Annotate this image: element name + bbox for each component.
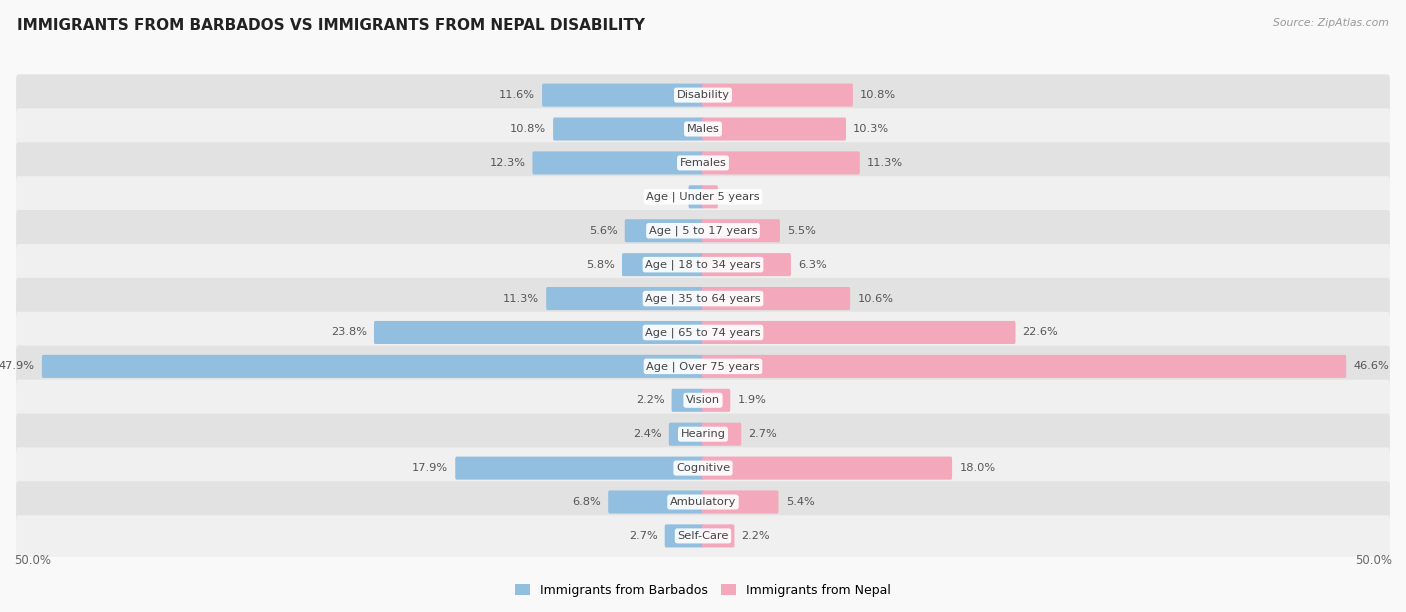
- Text: 46.6%: 46.6%: [1354, 361, 1389, 371]
- FancyBboxPatch shape: [702, 185, 718, 208]
- FancyBboxPatch shape: [15, 312, 1391, 353]
- FancyBboxPatch shape: [15, 481, 1391, 523]
- Text: 12.3%: 12.3%: [489, 158, 526, 168]
- Text: IMMIGRANTS FROM BARBADOS VS IMMIGRANTS FROM NEPAL DISABILITY: IMMIGRANTS FROM BARBADOS VS IMMIGRANTS F…: [17, 18, 645, 34]
- FancyBboxPatch shape: [672, 389, 704, 412]
- FancyBboxPatch shape: [543, 84, 704, 106]
- Text: 5.4%: 5.4%: [786, 497, 814, 507]
- Text: 5.8%: 5.8%: [586, 259, 614, 270]
- Text: 47.9%: 47.9%: [0, 361, 35, 371]
- FancyBboxPatch shape: [15, 75, 1391, 116]
- Text: 17.9%: 17.9%: [412, 463, 449, 473]
- Text: 0.97%: 0.97%: [645, 192, 682, 202]
- FancyBboxPatch shape: [702, 151, 860, 174]
- FancyBboxPatch shape: [533, 151, 704, 174]
- Text: Females: Females: [679, 158, 727, 168]
- Text: Age | 35 to 64 years: Age | 35 to 64 years: [645, 293, 761, 304]
- FancyBboxPatch shape: [702, 253, 792, 276]
- FancyBboxPatch shape: [15, 379, 1391, 421]
- Text: 10.8%: 10.8%: [510, 124, 546, 134]
- FancyBboxPatch shape: [689, 185, 704, 208]
- Text: Age | 18 to 34 years: Age | 18 to 34 years: [645, 259, 761, 270]
- Text: 23.8%: 23.8%: [330, 327, 367, 337]
- Text: 11.3%: 11.3%: [503, 294, 538, 304]
- FancyBboxPatch shape: [702, 287, 851, 310]
- Text: Vision: Vision: [686, 395, 720, 405]
- Text: 6.3%: 6.3%: [799, 259, 827, 270]
- Text: 10.3%: 10.3%: [853, 124, 890, 134]
- Text: Age | 5 to 17 years: Age | 5 to 17 years: [648, 225, 758, 236]
- Text: 50.0%: 50.0%: [1355, 554, 1392, 567]
- FancyBboxPatch shape: [669, 423, 704, 446]
- FancyBboxPatch shape: [15, 108, 1391, 150]
- Text: Age | Under 5 years: Age | Under 5 years: [647, 192, 759, 202]
- FancyBboxPatch shape: [15, 414, 1391, 455]
- Text: 2.7%: 2.7%: [628, 531, 658, 541]
- Text: 11.3%: 11.3%: [868, 158, 903, 168]
- FancyBboxPatch shape: [374, 321, 704, 344]
- Text: Hearing: Hearing: [681, 429, 725, 439]
- FancyBboxPatch shape: [702, 389, 730, 412]
- Text: Age | 65 to 74 years: Age | 65 to 74 years: [645, 327, 761, 338]
- Text: 2.2%: 2.2%: [741, 531, 770, 541]
- FancyBboxPatch shape: [15, 515, 1391, 556]
- Text: 5.5%: 5.5%: [787, 226, 815, 236]
- FancyBboxPatch shape: [15, 447, 1391, 489]
- FancyBboxPatch shape: [15, 176, 1391, 217]
- Text: 18.0%: 18.0%: [959, 463, 995, 473]
- FancyBboxPatch shape: [624, 219, 704, 242]
- Text: Disability: Disability: [676, 90, 730, 100]
- FancyBboxPatch shape: [702, 84, 853, 106]
- Legend: Immigrants from Barbados, Immigrants from Nepal: Immigrants from Barbados, Immigrants fro…: [510, 579, 896, 602]
- FancyBboxPatch shape: [42, 355, 704, 378]
- FancyBboxPatch shape: [665, 524, 704, 548]
- Text: 2.4%: 2.4%: [633, 429, 662, 439]
- FancyBboxPatch shape: [702, 490, 779, 513]
- FancyBboxPatch shape: [702, 118, 846, 141]
- Text: 10.8%: 10.8%: [860, 90, 896, 100]
- FancyBboxPatch shape: [621, 253, 704, 276]
- FancyBboxPatch shape: [456, 457, 704, 480]
- Text: 1.9%: 1.9%: [738, 395, 766, 405]
- Text: 5.6%: 5.6%: [589, 226, 617, 236]
- FancyBboxPatch shape: [15, 278, 1391, 319]
- Text: Cognitive: Cognitive: [676, 463, 730, 473]
- Text: 10.6%: 10.6%: [858, 294, 893, 304]
- Text: 2.2%: 2.2%: [636, 395, 665, 405]
- FancyBboxPatch shape: [609, 490, 704, 513]
- FancyBboxPatch shape: [702, 457, 952, 480]
- Text: 6.8%: 6.8%: [572, 497, 600, 507]
- FancyBboxPatch shape: [15, 346, 1391, 387]
- Text: 50.0%: 50.0%: [14, 554, 51, 567]
- FancyBboxPatch shape: [702, 524, 734, 548]
- Text: Age | Over 75 years: Age | Over 75 years: [647, 361, 759, 371]
- Text: 22.6%: 22.6%: [1022, 327, 1059, 337]
- FancyBboxPatch shape: [702, 321, 1015, 344]
- FancyBboxPatch shape: [702, 355, 1346, 378]
- FancyBboxPatch shape: [546, 287, 704, 310]
- FancyBboxPatch shape: [553, 118, 704, 141]
- FancyBboxPatch shape: [15, 142, 1391, 184]
- FancyBboxPatch shape: [702, 423, 741, 446]
- Text: Males: Males: [686, 124, 720, 134]
- FancyBboxPatch shape: [702, 219, 780, 242]
- Text: Source: ZipAtlas.com: Source: ZipAtlas.com: [1274, 18, 1389, 28]
- Text: 2.7%: 2.7%: [748, 429, 778, 439]
- FancyBboxPatch shape: [15, 244, 1391, 285]
- FancyBboxPatch shape: [15, 210, 1391, 252]
- Text: 11.6%: 11.6%: [499, 90, 534, 100]
- Text: 1.0%: 1.0%: [725, 192, 754, 202]
- Text: Ambulatory: Ambulatory: [669, 497, 737, 507]
- Text: Self-Care: Self-Care: [678, 531, 728, 541]
